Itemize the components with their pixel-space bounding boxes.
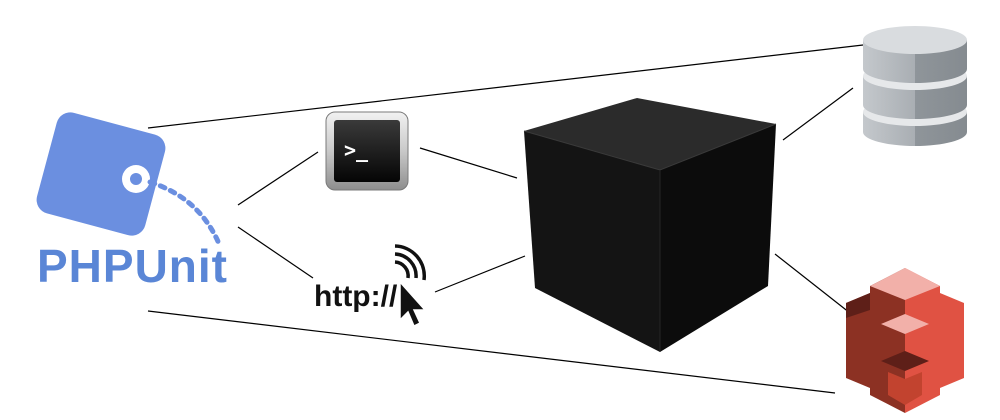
cube-top-face [524, 98, 776, 170]
terminal-prompt: >_ [344, 138, 369, 162]
line-phpunit-terminal [237, 151, 319, 206]
mouse-pointer-icon [399, 280, 427, 328]
terminal-icon: >_ [325, 111, 409, 191]
phpunit-label: PHPUnit [37, 240, 228, 292]
aws-s3-icon [846, 268, 964, 413]
line-http-box [434, 255, 526, 293]
line-phpunit-database [147, 44, 864, 129]
phpunit-logo: PHPUnit [36, 112, 228, 292]
connector-lines [147, 44, 864, 394]
cube-left-face [524, 131, 660, 352]
database-icon [863, 26, 967, 146]
line-terminal-box [419, 147, 518, 179]
http-cursor-icon: http:// [314, 244, 427, 328]
line-box-database [782, 87, 854, 141]
line-box-s3 [774, 253, 851, 314]
black-box-cube-icon [523, 98, 777, 352]
http-label: http:// [314, 280, 398, 313]
line-phpunit-http [237, 226, 314, 279]
line-phpunit-s3 [147, 310, 836, 394]
phpunit-tag-icon [36, 112, 223, 249]
signal-waves-icon [394, 244, 427, 281]
cube-right-face [660, 124, 776, 352]
